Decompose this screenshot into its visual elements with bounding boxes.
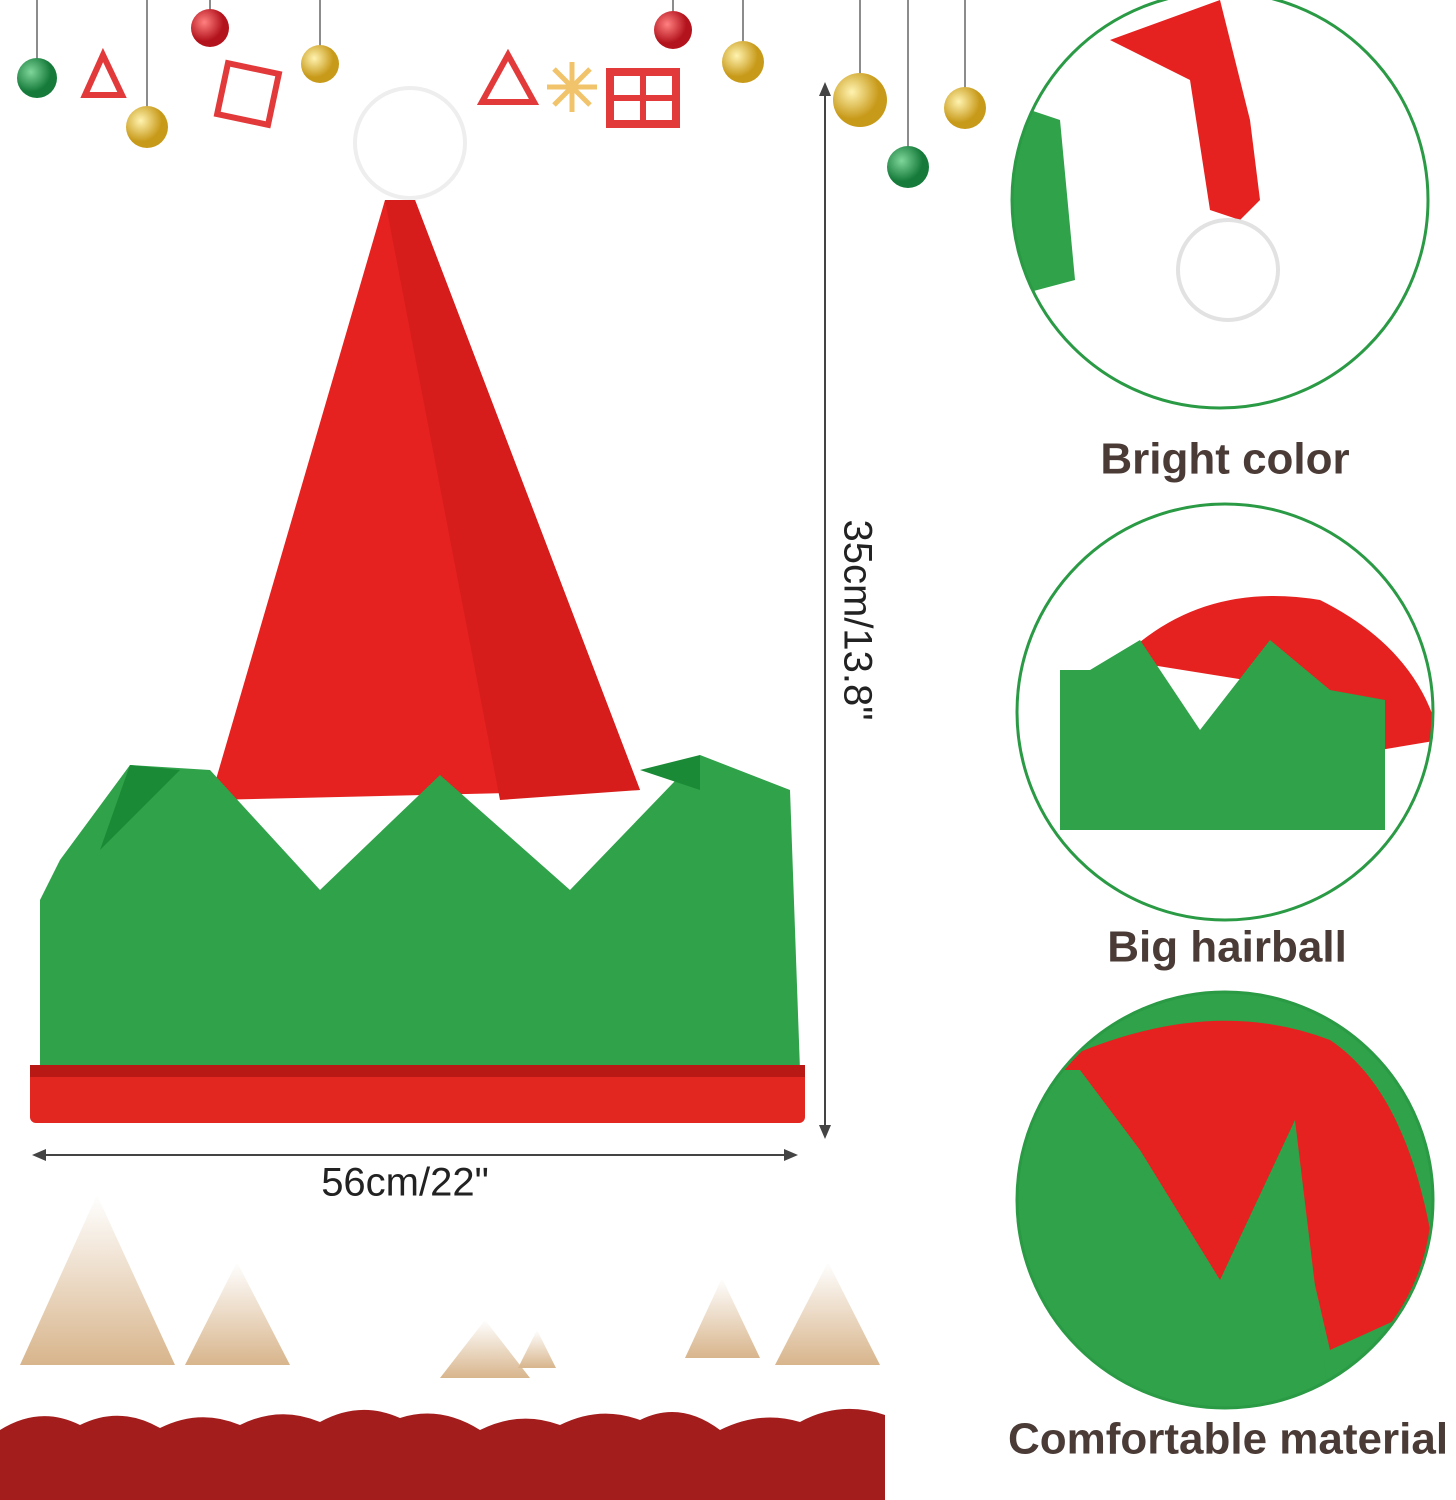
decor-trees xyxy=(20,1195,880,1378)
decor-border xyxy=(0,1408,885,1500)
detail-circle xyxy=(1010,0,1430,410)
feature-label: Comfortable material xyxy=(1008,1415,1448,1464)
feature-label: Bright color xyxy=(1100,435,1349,484)
detail-circle xyxy=(1015,502,1435,922)
ornaments xyxy=(17,0,986,188)
elf-hat xyxy=(30,86,805,1123)
width-label: 56cm/22" xyxy=(321,1161,489,1205)
detail-circle xyxy=(1015,990,1435,1410)
dimension-lines xyxy=(32,82,831,1161)
height-label: 35cm/13.8" xyxy=(835,520,879,721)
feature-label: Big hairball xyxy=(1107,923,1347,972)
